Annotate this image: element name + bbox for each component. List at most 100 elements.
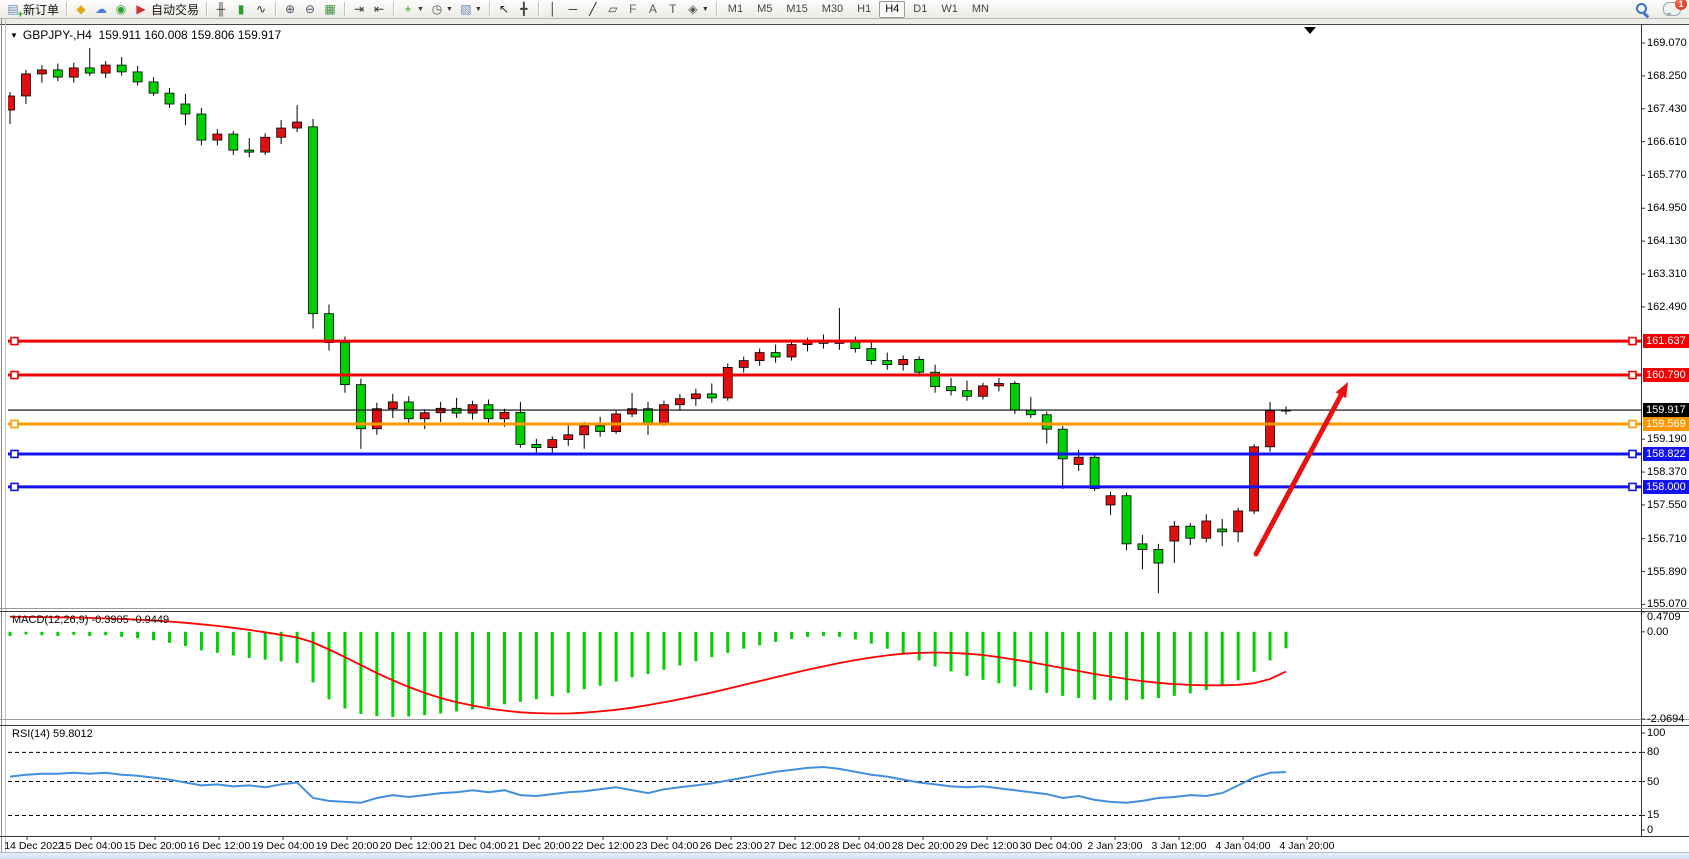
new-order-icon: ▤ + xyxy=(7,1,23,19)
cursor-icon: ↖ xyxy=(498,1,509,16)
chart-symbol-period: GBPJPY-,H4 xyxy=(22,28,92,42)
candle-body xyxy=(228,133,239,151)
chart-ohlc-values: 159.911 160.008 159.806 159.917 xyxy=(98,28,282,42)
zoom-out-button[interactable]: ⊖ xyxy=(300,1,320,18)
timeframe-m1-button[interactable]: M1 xyxy=(727,2,744,15)
periods-button[interactable]: ◷ ▼ xyxy=(427,1,456,18)
level-line-handle[interactable] xyxy=(10,482,19,492)
chart-shift-icon: ⇤ xyxy=(374,1,385,16)
candle-body xyxy=(738,360,749,368)
vertical-line-icon: │ xyxy=(549,1,557,16)
toolbar-separator xyxy=(537,2,539,16)
candle-body xyxy=(706,393,717,399)
level-line-handle[interactable] xyxy=(1628,370,1637,380)
level-line-handle[interactable] xyxy=(10,419,19,429)
candle-body xyxy=(292,121,303,129)
text-button[interactable]: A xyxy=(643,1,663,18)
zoom-out-icon: ⊖ xyxy=(305,1,316,16)
dropdown-caret-icon[interactable]: ▼ xyxy=(701,5,709,13)
candlestick-mode-button[interactable]: ▮ xyxy=(231,1,251,18)
tile-windows-button[interactable]: ▦ xyxy=(320,1,340,18)
timeframe-mn-button[interactable]: MN xyxy=(971,2,989,15)
dropdown-caret-icon[interactable]: ▼ xyxy=(474,5,482,13)
fibonacci-icon: F xyxy=(629,1,637,16)
equidistant-channel-button[interactable]: ▱ xyxy=(603,1,623,18)
trendline-button[interactable]: ╱ xyxy=(583,1,603,18)
timeframe-m30-button[interactable]: M30 xyxy=(821,2,844,15)
timeframe-h4-button[interactable]: H4 xyxy=(879,0,906,18)
candle-body xyxy=(419,412,430,420)
auto-trading-button[interactable]: ▶ 自动交易 xyxy=(131,1,202,18)
timeframe-h1-button[interactable]: H1 xyxy=(857,2,872,15)
toolbar-separator xyxy=(393,2,395,16)
auto-scroll-button[interactable]: ⇥ xyxy=(349,1,369,18)
candle-body xyxy=(1121,495,1132,545)
candle-body xyxy=(579,425,590,436)
chart-title-dropdown-icon[interactable]: ▼ xyxy=(10,31,18,40)
toolbar: ▤ + 新订单 ◆ ☁ ◉ ▶ 自动交易 ╫ ▮ ∿ ⊕ ⊖ ▦ ⇥ ⇤ + ▼ ◷ ▼ ▧ ▼ ↖ ╋ │ ─ ╱ ▱ F A T ◈ ▼ M1… xyxy=(0,0,1689,19)
candle-body xyxy=(52,69,63,78)
new-order-button[interactable]: ▤ + 新订单 xyxy=(3,1,62,19)
candle-body xyxy=(1249,446,1259,512)
candle-body xyxy=(499,411,510,420)
toolbar-separator xyxy=(344,2,346,16)
zoom-in-button[interactable]: ⊕ xyxy=(280,1,300,18)
auto-trading-label: 自动交易 xyxy=(151,2,200,17)
chart-title[interactable]: ▼ GBPJPY-,H4 159.911 160.008 159.806 159.… xyxy=(10,28,281,42)
arrows-button[interactable]: ◈ ▼ xyxy=(683,1,712,18)
timeframe-d1-button[interactable]: D1 xyxy=(913,2,928,15)
timeframe-w1-button[interactable]: W1 xyxy=(941,2,958,15)
community-button[interactable]: ☁ xyxy=(91,1,111,18)
search-icon[interactable] xyxy=(1635,2,1649,16)
candle-body xyxy=(898,359,909,366)
rsi-pane[interactable] xyxy=(8,726,1641,836)
text-label-button[interactable]: T xyxy=(663,1,683,18)
candle-body xyxy=(276,127,287,138)
timeframe-m15-button[interactable]: M15 xyxy=(786,2,808,15)
chart-shift-button[interactable]: ⇤ xyxy=(369,1,389,18)
equidistant-channel-icon: ▱ xyxy=(608,1,618,16)
candle-body xyxy=(196,113,207,141)
candle-body xyxy=(722,367,733,399)
plus-badge-icon: + xyxy=(17,8,23,19)
level-line-handle[interactable] xyxy=(10,336,19,346)
indicators-button[interactable]: + ▼ xyxy=(398,1,427,18)
candle-body xyxy=(690,393,701,400)
signals-button[interactable]: ◉ xyxy=(111,1,131,18)
crosshair-button[interactable]: ╋ xyxy=(514,1,534,18)
candle-body xyxy=(1041,414,1052,430)
line-chart-mode-button[interactable]: ∿ xyxy=(251,1,271,18)
timeframe-m5-button[interactable]: M5 xyxy=(757,2,773,15)
chart-shift-marker[interactable] xyxy=(1304,27,1316,34)
level-line-handle[interactable] xyxy=(1628,482,1637,492)
level-line-handle[interactable] xyxy=(10,370,19,380)
cursor-button[interactable]: ↖ xyxy=(494,1,514,18)
vertical-line-button[interactable]: │ xyxy=(543,1,563,18)
main-chart-pane[interactable] xyxy=(8,27,1641,608)
chat-icon[interactable]: 1 xyxy=(1663,0,1687,16)
dropdown-caret-icon[interactable]: ▼ xyxy=(445,5,453,13)
level-line-handle[interactable] xyxy=(1628,419,1637,429)
level-line-handle[interactable] xyxy=(10,449,19,459)
candle-body xyxy=(1217,528,1228,533)
macd-pane[interactable] xyxy=(8,612,1641,719)
annotation-arrow[interactable] xyxy=(1253,387,1347,557)
tile-windows-icon: ▦ xyxy=(324,1,336,16)
dropdown-caret-icon[interactable]: ▼ xyxy=(417,5,424,13)
candle-body xyxy=(994,383,1004,387)
toolbar-right-group: 1 xyxy=(1635,0,1687,16)
annotation-arrow-head[interactable] xyxy=(1335,382,1348,399)
candle-body xyxy=(212,133,223,141)
candle-body xyxy=(1233,510,1244,533)
signals-icon: ◉ xyxy=(115,1,127,16)
candle-body xyxy=(467,404,478,414)
candle-body xyxy=(563,434,574,440)
horizontal-line-button[interactable]: ─ xyxy=(563,1,583,18)
metaeditor-button[interactable]: ◆ xyxy=(71,1,91,18)
level-line-handle[interactable] xyxy=(1628,449,1637,459)
bar-chart-mode-button[interactable]: ╫ xyxy=(211,1,231,18)
fibonacci-button[interactable]: F xyxy=(623,1,643,18)
level-line-handle[interactable] xyxy=(1628,336,1637,346)
candle-body xyxy=(387,401,398,410)
templates-button[interactable]: ▧ ▼ xyxy=(456,1,485,18)
